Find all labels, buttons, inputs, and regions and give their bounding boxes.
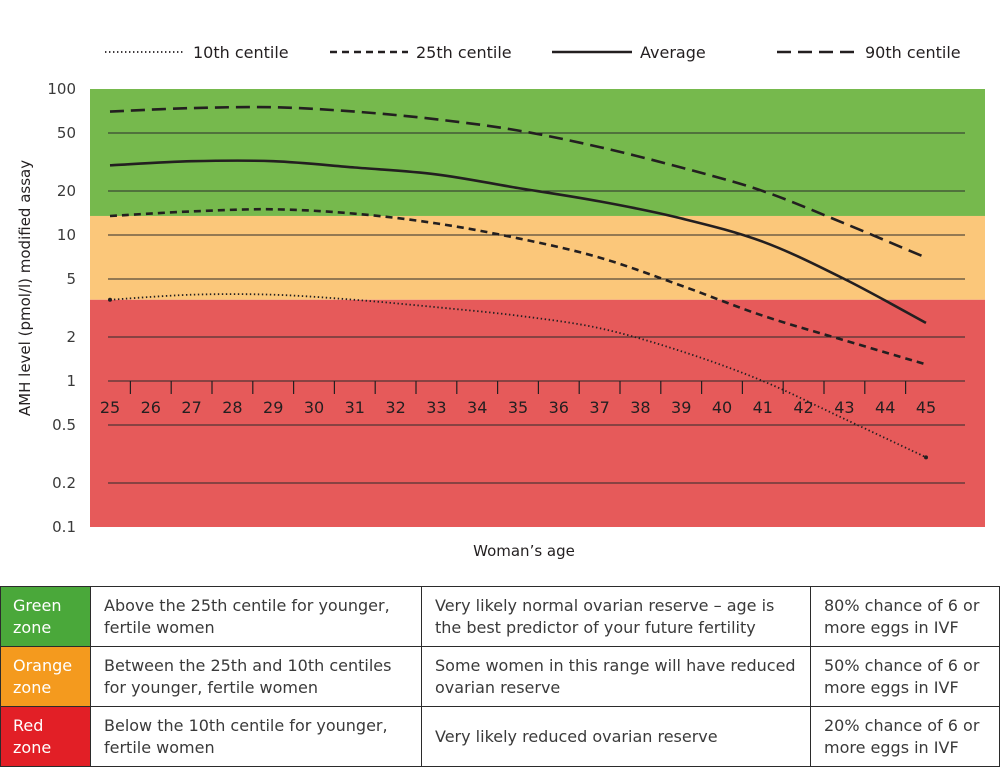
y-tick-label: 100: [47, 80, 76, 98]
x-tick-label: 43: [834, 398, 854, 417]
zone-meaning: Very likely reduced ovarian reserve: [421, 706, 811, 767]
x-axis: 25 26 27 28 29 30 31 32 33 34 35 36 37 38 39 40 41 42 43 44…: [100, 381, 936, 417]
x-tick-label: 28: [222, 398, 242, 417]
green-zone-cell: Green zone: [0, 586, 91, 647]
zone-definition: Below the 10th centile for younger, fert…: [90, 706, 422, 767]
x-tick-label: 32: [385, 398, 405, 417]
x-tick-label: 35: [508, 398, 528, 417]
y-tick-label: 1: [66, 372, 76, 390]
zone-chance: 80% chance of 6 or more eggs in IVF: [810, 586, 1000, 647]
red-zone-cell: Red zone: [0, 706, 91, 767]
zone-table: Green zone Above the 25th centile for yo…: [0, 586, 1000, 767]
centile-lines: [108, 105, 928, 460]
zone-definition: Between the 25th and 10th centiles for y…: [90, 646, 422, 707]
x-tick-label: 38: [630, 398, 650, 417]
gridlines: [108, 132, 965, 484]
x-tick-label: 26: [141, 398, 161, 417]
y-tick-label: 0.2: [52, 474, 76, 492]
y-tick-label: 2: [66, 328, 76, 346]
red-zone-band: [90, 299, 985, 527]
x-tick-label: 33: [426, 398, 446, 417]
y-tick-label: 10: [57, 226, 76, 244]
x-tick-label: 27: [181, 398, 201, 417]
y-tick-label: 5: [66, 270, 76, 288]
x-tick-label: 41: [753, 398, 773, 417]
legend-label: 90th centile: [865, 43, 961, 62]
zone-meaning: Some women in this range will have reduc…: [421, 646, 811, 707]
x-tick-label: 30: [304, 398, 324, 417]
y-tick-label: 50: [57, 124, 76, 142]
y-tick-label: 0.5: [52, 416, 76, 434]
series-line-10th-centile: [109, 293, 927, 459]
series-line-90th-centile: [109, 105, 927, 259]
legend-label: 10th centile: [193, 43, 289, 62]
zone-chance: 20% chance of 6 or more eggs in IVF: [810, 706, 1000, 767]
y-tick-label: 20: [57, 182, 76, 200]
orange-zone-cell: Orange zone: [0, 646, 91, 707]
x-tick-label: 37: [589, 398, 609, 417]
x-tick-label: 25: [100, 398, 120, 417]
legend-label: 25th centile: [416, 43, 512, 62]
y-axis-title: AMH level (pmol/l) modified assay: [16, 160, 34, 416]
series-endpoint: [108, 297, 112, 302]
x-tick-label: 36: [549, 398, 569, 417]
x-tick-label: 39: [671, 398, 691, 417]
series-endpoint: [924, 455, 928, 460]
orange-zone-band: [90, 215, 985, 300]
y-axis: 100 50 20 10 5 2 1 0.5 0.2 0.1: [47, 80, 76, 536]
table-row: Orange zone Between the 25th and 10th ce…: [0, 646, 1000, 707]
green-zone-band: [90, 89, 985, 216]
x-tick-label: 44: [875, 398, 895, 417]
amh-chart: 25 26 27 28 29 30 31 32 33 34 35 36 37 38 39 40 41 42 43 44…: [16, 43, 985, 560]
zone-meaning: Very likely normal ovarian reserve – age…: [421, 586, 811, 647]
x-tick-label: 40: [712, 398, 732, 417]
zone-definition: Above the 25th centile for younger, fert…: [90, 586, 422, 647]
table-row: Red zone Below the 10th centile for youn…: [0, 706, 1000, 767]
x-tick-label: 45: [916, 398, 936, 417]
x-tick-label: 31: [345, 398, 365, 417]
zone-chance: 50% chance of 6 or more eggs in IVF: [810, 646, 1000, 707]
x-tick-label: 34: [467, 398, 487, 417]
x-tick-label: 29: [263, 398, 283, 417]
table-row: Green zone Above the 25th centile for yo…: [0, 586, 1000, 647]
y-tick-label: 0.1: [52, 518, 76, 536]
legend-label: Average: [640, 43, 706, 62]
x-tick-label: 42: [793, 398, 813, 417]
x-axis-title: Woman’s age: [473, 542, 575, 560]
legend: 10th centile 25th centile Average 90th cent…: [105, 43, 961, 62]
series-line-average: [109, 159, 927, 325]
zone-bands: [90, 89, 985, 527]
series-line-25th-centile: [109, 207, 927, 366]
